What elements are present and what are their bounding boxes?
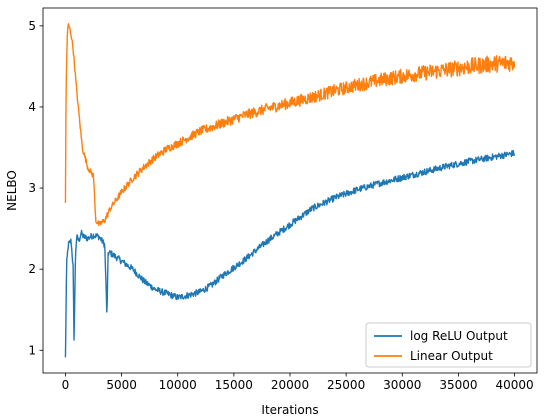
x-tick-label: 40000 xyxy=(495,378,533,392)
series-line-log-relu xyxy=(64,149,516,358)
series-line-linear xyxy=(64,23,516,226)
legend-label-linear: Linear Output xyxy=(410,349,493,363)
legend-label-log-relu: log ReLU Output xyxy=(410,329,508,343)
x-tick-label: 15000 xyxy=(215,378,253,392)
x-tick-label: 25000 xyxy=(327,378,365,392)
x-tick-label: 30000 xyxy=(383,378,421,392)
x-tick-label: 5000 xyxy=(106,378,137,392)
y-axis-label: NELBO xyxy=(5,170,19,211)
y-tick-label: 4 xyxy=(28,100,36,114)
x-tick-label: 10000 xyxy=(159,378,197,392)
x-axis-ticks: 0 5000 10000 15000 20000 25000 30000 35000 40000 xyxy=(62,373,534,392)
series-layer xyxy=(64,23,516,358)
x-axis-label: Iterations xyxy=(261,403,318,417)
x-tick-label: 35000 xyxy=(439,378,477,392)
y-tick-label: 2 xyxy=(28,262,36,276)
y-tick-label: 3 xyxy=(28,181,36,195)
y-axis-ticks: 1 2 3 4 5 xyxy=(28,19,43,357)
y-tick-label: 1 xyxy=(28,343,36,357)
legend: log ReLU Output Linear Output xyxy=(365,322,532,368)
y-tick-label: 5 xyxy=(28,19,36,33)
x-tick-label: 0 xyxy=(62,378,70,392)
legend-box xyxy=(365,322,532,368)
x-tick-label: 20000 xyxy=(271,378,309,392)
